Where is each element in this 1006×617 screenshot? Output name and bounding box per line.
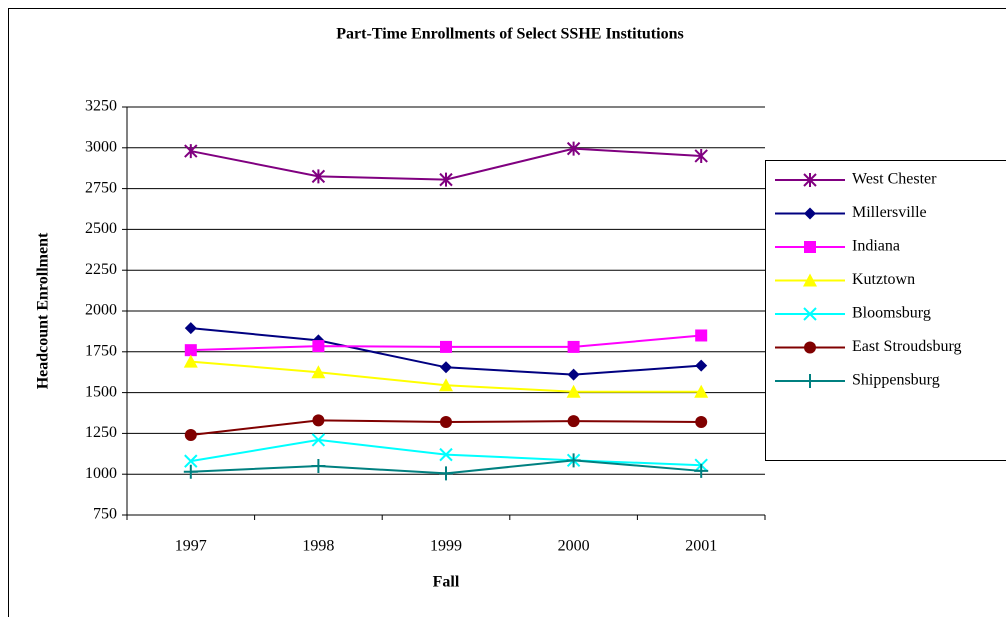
x-tick-label: 1997 bbox=[175, 538, 207, 555]
x-tick-label: 2000 bbox=[558, 538, 590, 555]
point bbox=[184, 344, 197, 357]
point bbox=[694, 384, 709, 398]
point bbox=[184, 454, 198, 468]
point bbox=[184, 429, 197, 442]
point bbox=[311, 365, 326, 379]
x-axis-title: Fall bbox=[433, 574, 460, 591]
legend-marker bbox=[803, 307, 817, 321]
point bbox=[183, 354, 198, 368]
y-tick-label: 2500 bbox=[85, 220, 117, 237]
point bbox=[439, 447, 453, 462]
point bbox=[567, 415, 580, 428]
y-tick-label: 1500 bbox=[85, 383, 117, 400]
point bbox=[567, 340, 580, 353]
legend-label: Indiana bbox=[852, 238, 900, 255]
y-tick-label: 3250 bbox=[85, 98, 117, 115]
point bbox=[566, 453, 581, 468]
point bbox=[440, 361, 452, 374]
point bbox=[694, 148, 708, 163]
point bbox=[311, 169, 326, 184]
point bbox=[695, 329, 708, 342]
point bbox=[184, 322, 197, 335]
point bbox=[439, 172, 453, 187]
y-tick-label: 2750 bbox=[85, 179, 117, 196]
legend-marker bbox=[804, 207, 816, 220]
point bbox=[440, 415, 452, 428]
point bbox=[311, 459, 326, 474]
point bbox=[439, 466, 453, 481]
point bbox=[694, 463, 709, 478]
legend-label: Shippensburg bbox=[852, 372, 940, 389]
point bbox=[440, 340, 452, 353]
legend-label: West Chester bbox=[852, 171, 937, 188]
point bbox=[311, 433, 326, 447]
legend-marker bbox=[803, 273, 817, 287]
legend-label: Millersville bbox=[852, 204, 927, 221]
legend-label: Kutztown bbox=[852, 271, 915, 288]
x-tick-label: 2001 bbox=[685, 538, 717, 555]
point bbox=[695, 415, 708, 428]
point bbox=[567, 368, 580, 381]
y-tick-label: 1750 bbox=[85, 342, 117, 359]
y-tick-label: 1000 bbox=[85, 465, 117, 482]
y-axis-title: Headcount Enrollment bbox=[35, 232, 52, 389]
x-tick-label: 1999 bbox=[430, 538, 462, 555]
y-tick-label: 750 bbox=[93, 506, 117, 523]
legend-marker bbox=[804, 241, 816, 253]
point bbox=[312, 340, 325, 353]
point bbox=[183, 464, 198, 479]
point bbox=[312, 414, 325, 427]
chart-title: Part-Time Enrollments of Select SSHE Ins… bbox=[336, 26, 683, 43]
y-tick-label: 1250 bbox=[85, 424, 117, 441]
legend-label: Bloomsburg bbox=[852, 305, 931, 322]
x-tick-label: 1998 bbox=[302, 538, 334, 555]
point bbox=[695, 359, 708, 372]
legend-marker bbox=[804, 341, 816, 354]
point bbox=[566, 384, 581, 398]
y-tick-label: 3000 bbox=[85, 138, 117, 155]
legend-label: East Stroudsburg bbox=[852, 338, 961, 355]
y-tick-label: 2000 bbox=[85, 302, 117, 319]
point bbox=[184, 144, 198, 159]
legend-marker bbox=[803, 374, 817, 388]
point bbox=[566, 141, 581, 156]
legend-marker bbox=[803, 173, 817, 187]
y-tick-label: 2250 bbox=[85, 261, 117, 278]
point bbox=[439, 378, 453, 392]
